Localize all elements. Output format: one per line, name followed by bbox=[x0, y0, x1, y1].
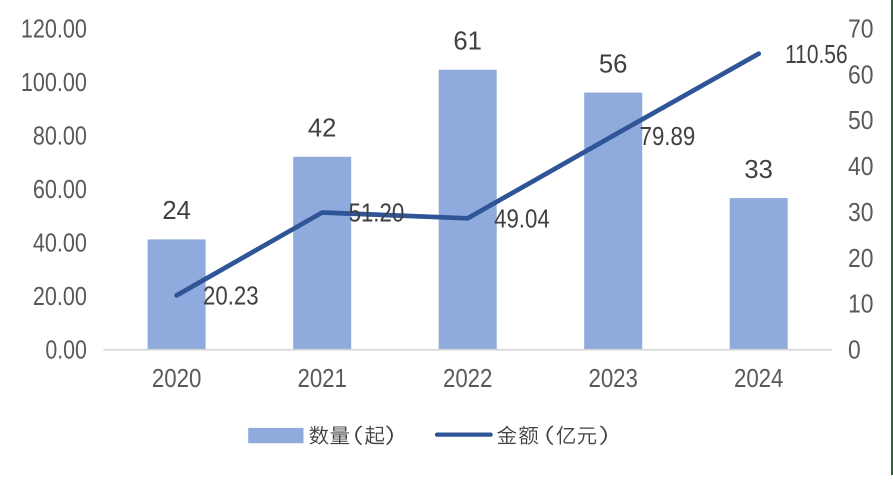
svg-text:33: 33 bbox=[744, 156, 773, 184]
svg-text:2024: 2024 bbox=[734, 365, 784, 393]
svg-text:61: 61 bbox=[453, 28, 482, 56]
svg-text:60.00: 60.00 bbox=[33, 176, 87, 204]
svg-text:49.04: 49.04 bbox=[494, 206, 550, 234]
svg-text:100.00: 100.00 bbox=[21, 69, 87, 97]
svg-text:110.56: 110.56 bbox=[785, 41, 848, 69]
svg-text:20.00: 20.00 bbox=[33, 283, 87, 311]
svg-text:70: 70 bbox=[848, 15, 874, 43]
svg-text:2020: 2020 bbox=[152, 365, 202, 393]
svg-text:40: 40 bbox=[848, 153, 874, 181]
svg-text:20.23: 20.23 bbox=[203, 283, 259, 311]
svg-text:79.89: 79.89 bbox=[640, 123, 696, 151]
svg-text:24: 24 bbox=[162, 197, 191, 225]
svg-text:2023: 2023 bbox=[588, 365, 638, 393]
svg-text:50: 50 bbox=[848, 107, 874, 135]
svg-text:2021: 2021 bbox=[297, 365, 347, 393]
svg-text:42: 42 bbox=[308, 115, 337, 143]
svg-text:80.00: 80.00 bbox=[33, 122, 87, 150]
svg-text:40.00: 40.00 bbox=[33, 229, 87, 257]
svg-text:60: 60 bbox=[848, 61, 874, 89]
svg-text:30: 30 bbox=[848, 199, 874, 227]
svg-text:20: 20 bbox=[848, 245, 874, 273]
svg-text:2022: 2022 bbox=[443, 365, 493, 393]
svg-text:10: 10 bbox=[848, 291, 874, 319]
svg-text:56: 56 bbox=[599, 50, 628, 78]
svg-text:0: 0 bbox=[848, 337, 861, 365]
svg-text:51.20: 51.20 bbox=[349, 200, 405, 228]
svg-text:0.00: 0.00 bbox=[45, 336, 87, 364]
svg-text:120.00: 120.00 bbox=[21, 15, 87, 43]
